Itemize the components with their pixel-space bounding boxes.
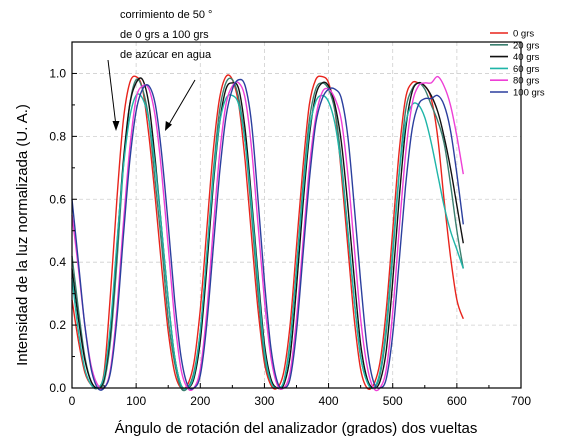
- x-tick-label: 300: [254, 394, 274, 408]
- x-axis-label: Ángulo de rotación del analizador (grado…: [115, 420, 478, 437]
- annotation-line: de azúcar en agua: [120, 49, 212, 61]
- legend-label: 20 grs: [513, 40, 540, 51]
- x-tick-label: 0: [69, 394, 76, 408]
- annotation-arrowhead: [112, 121, 120, 131]
- x-tick-label: 200: [190, 394, 210, 408]
- x-tick-label: 500: [383, 394, 403, 408]
- x-tick-label: 600: [447, 394, 467, 408]
- annotation: corrimiento de 50 ° de 0 grs a 100 grs de …: [107, 9, 212, 131]
- annotation-line: corrimiento de 50 °: [120, 9, 212, 21]
- y-tick-label: 0.4: [49, 255, 66, 269]
- y-axis-label: Intensidad de la luz normalizada (U. A.): [14, 104, 31, 366]
- series-line-2: [71, 77, 464, 390]
- x-axis-ticks: 0 100 200 300 400 500 600 700: [69, 383, 531, 408]
- series-line-5: [71, 78, 464, 391]
- legend-label: 60 grs: [513, 64, 540, 75]
- x-tick-label: 700: [511, 394, 531, 408]
- y-tick-label: 1.0: [49, 66, 66, 80]
- legend-label: 0 grs: [513, 29, 534, 40]
- legend-label: 100 grs: [513, 88, 545, 99]
- y-tick-label: 0.2: [49, 318, 66, 332]
- legend-label: 40 grs: [513, 52, 540, 63]
- y-tick-label: 0.8: [49, 129, 66, 143]
- y-tick-label: 0.6: [49, 192, 66, 206]
- x-tick-label: 100: [126, 394, 146, 408]
- series-line-0: [71, 74, 464, 390]
- annotation-line: de 0 grs a 100 grs: [120, 29, 209, 41]
- annotation-arrowhead: [165, 121, 172, 131]
- series-lines: [71, 74, 464, 392]
- legend-label: 80 grs: [513, 76, 540, 87]
- annotation-arrow: [107, 59, 117, 127]
- y-axis-ticks: 0.0 0.2 0.4 0.6 0.8 1.0: [49, 41, 77, 395]
- series-line-4: [71, 75, 464, 392]
- y-tick-label: 0.0: [49, 381, 66, 395]
- annotation-arrow: [167, 79, 196, 127]
- x-tick-label: 400: [319, 394, 339, 408]
